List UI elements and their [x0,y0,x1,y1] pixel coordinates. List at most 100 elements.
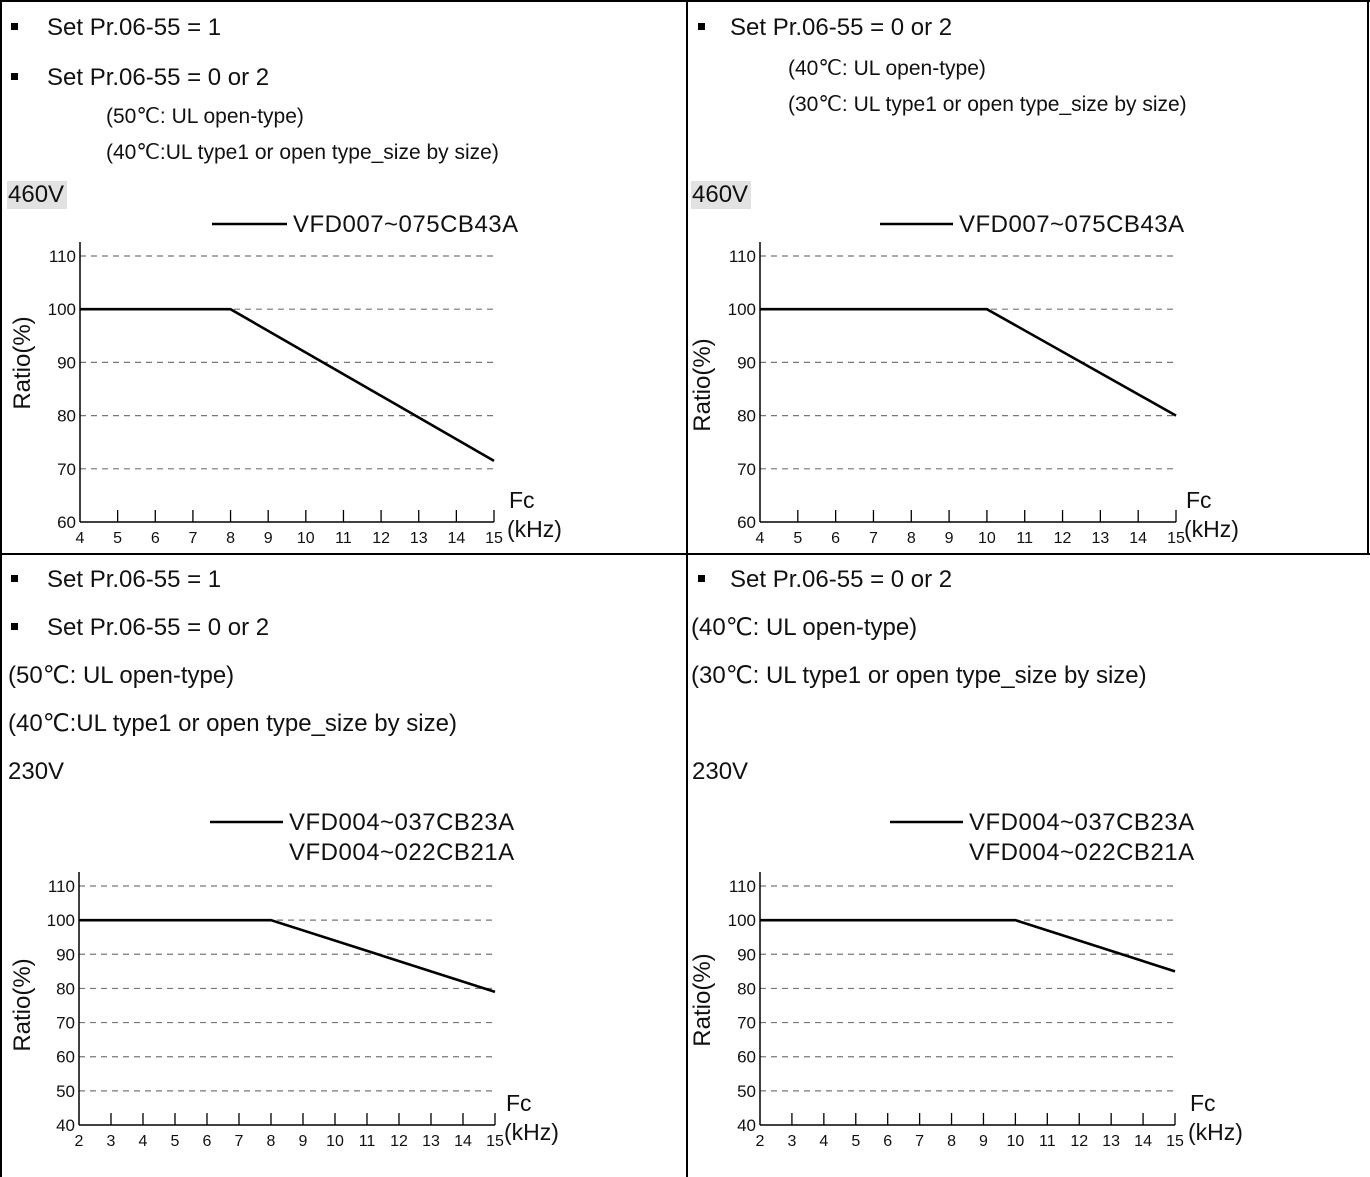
setting-line: Set Pr.06-55 = 0 or 2 [730,566,953,593]
x-tick-label: 11 [359,1133,376,1150]
table-column-divider [686,0,688,1177]
y-tick-label: 60 [57,513,76,532]
setting-line: Set Pr.06-55 = 0 or 2 [730,14,953,41]
x-tick-label: 12 [390,1133,408,1150]
condition-note: (50℃: UL open-type) [106,105,304,128]
x-tick-label: 4 [756,530,765,547]
x-tick-label: 15 [486,1133,504,1150]
x-tick-label: 4 [819,1133,828,1150]
x-tick-label: 13 [1091,530,1109,547]
table-border-left [0,0,2,1177]
voltage-label: 230V [692,758,749,785]
y-tick-label: 100 [48,300,76,319]
bullet-icon [11,575,18,582]
y-tick-label: 110 [729,877,756,896]
x-axis-unit-label: (kHz) [1184,516,1239,542]
setting-line: Set Pr.06-55 = 1 [47,14,222,41]
bullet-icon [11,73,18,80]
y-tick-label: 90 [737,353,756,372]
x-axis-label: Fc [1186,487,1212,513]
y-axis-label: Ratio(%) [689,338,716,431]
x-tick-label: 5 [113,530,122,547]
x-tick-label: 15 [485,530,503,547]
y-tick-label: 100 [47,911,75,930]
x-tick-label: 14 [447,530,465,547]
x-tick-label: 7 [235,1133,244,1150]
y-tick-label: 60 [737,513,756,532]
cell-top-right: Set Pr.06-55 = 0 or 2 (40℃: UL open-type… [688,0,1368,553]
x-tick-label: 7 [869,530,878,547]
x-tick-label: 2 [756,1133,765,1150]
legend-label: VFD004~037CB23A [289,809,515,836]
bullet-icon [11,23,18,30]
condition-note: (30℃: UL type1 or open type_size by size… [691,662,1147,689]
voltage-label: 460V [7,181,68,209]
x-tick-label: 6 [151,530,160,547]
y-tick-label: 110 [48,877,75,896]
y-axis-label: Ratio(%) [9,958,36,1051]
x-axis-label: Fc [509,487,535,513]
x-tick-label: 10 [297,530,315,547]
x-tick-label: 10 [978,530,996,547]
legend-label: VFD004~037CB23A [969,809,1195,836]
y-tick-label: 40 [737,1116,756,1135]
x-tick-label: 8 [267,1133,276,1150]
y-tick-label: 100 [728,911,756,930]
x-axis-unit-label: (kHz) [507,516,562,542]
x-tick-label: 4 [139,1133,148,1150]
x-axis-unit-label: (kHz) [1188,1119,1243,1145]
x-tick-label: 8 [947,1133,956,1150]
setting-line: Set Pr.06-55 = 0 or 2 [47,64,270,91]
derating-curve [79,918,496,994]
derating-curve [760,918,1176,973]
bullet-icon [698,23,705,30]
x-tick-label: 12 [1070,1133,1088,1150]
x-tick-label: 9 [979,1133,988,1150]
x-tick-label: 5 [851,1133,860,1150]
legend-label: VFD007~075CB43A [959,211,1185,238]
y-tick-label: 40 [56,1116,75,1135]
y-tick-label: 70 [56,1014,75,1033]
y-tick-label: 70 [57,460,76,479]
x-tick-label: 14 [1129,530,1147,547]
x-tick-label: 7 [915,1133,924,1150]
y-tick-label: 70 [737,1014,756,1033]
table-border-right [1367,0,1369,553]
y-tick-label: 50 [56,1082,75,1101]
setting-line: Set Pr.06-55 = 0 or 2 [47,614,270,641]
x-tick-label: 13 [410,530,428,547]
y-tick-label: 80 [57,407,76,426]
x-tick-label: 9 [264,530,273,547]
condition-note: (50℃: UL open-type) [8,662,235,689]
y-tick-label: 80 [737,979,756,998]
x-tick-label: 10 [326,1133,344,1150]
x-tick-label: 11 [1016,530,1033,547]
x-tick-label: 3 [787,1133,796,1150]
voltage-label: 230V [8,758,65,785]
x-axis-label: Fc [1190,1090,1216,1116]
condition-note: (40℃:UL type1 or open type_size by size) [106,141,499,164]
x-tick-label: 4 [76,530,85,547]
x-tick-label: 6 [831,530,840,547]
x-tick-label: 15 [1166,1133,1184,1150]
x-tick-label: 11 [1039,1133,1056,1150]
x-tick-label: 5 [171,1133,180,1150]
x-axis-unit-label: (kHz) [504,1119,559,1145]
x-tick-label: 9 [299,1133,308,1150]
y-tick-label: 100 [728,300,756,319]
condition-note: (40℃: UL open-type) [691,614,918,641]
x-tick-label: 13 [1102,1133,1120,1150]
y-tick-label: 90 [737,945,756,964]
voltage-label: 460V [691,181,752,209]
bullet-icon [11,623,18,630]
y-axis-label: Ratio(%) [9,316,36,409]
legend-label: VFD007~075CB43A [293,211,519,238]
x-tick-label: 8 [226,530,235,547]
y-tick-label: 80 [737,407,756,426]
y-tick-label: 70 [737,460,756,479]
x-tick-label: 12 [372,530,390,547]
y-tick-label: 110 [729,247,756,266]
chart-4: 40 50 60 70 80 90 100 110 2 3 4 5 6 7 8 9 10 11 12 13 14 15 Fc… [689,809,1243,1150]
